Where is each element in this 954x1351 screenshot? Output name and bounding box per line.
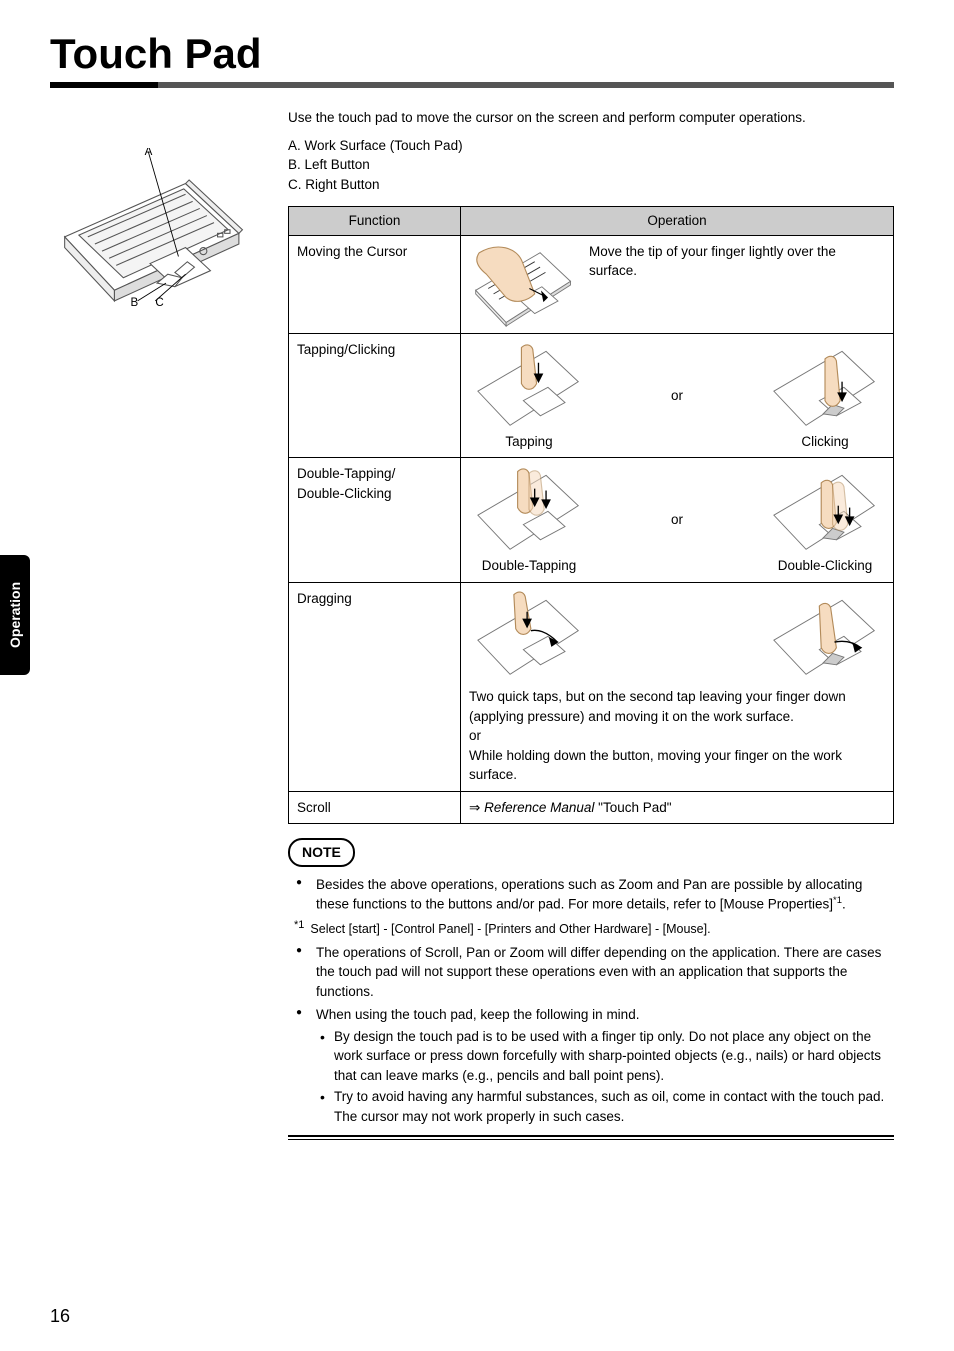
fn-text: Select [start] - [Control Panel] - [Prin…: [310, 922, 710, 936]
cell-op-scroll: ⇒ Reference Manual "Touch Pad": [461, 791, 894, 824]
note3b: Try to avoid having any harmful substanc…: [334, 1087, 894, 1126]
desc-drag: Two quick taps, but on the second tap le…: [469, 687, 885, 785]
foot-line-thin: [288, 1139, 894, 1140]
note-badge: NOTE: [288, 838, 355, 866]
label-tapping: Tapping: [469, 432, 589, 452]
abc-b: B. Left Button: [288, 155, 894, 175]
cell-op-move: Move the tip of your finger lightly over…: [461, 235, 894, 333]
note1-post: .: [842, 897, 846, 912]
thumb-move-icon: [469, 242, 579, 327]
note1-sup: *1: [833, 895, 842, 906]
abc-c: C. Right Button: [288, 175, 894, 195]
note-item-1: Besides the above operations, operations…: [316, 875, 894, 915]
label-clicking: Clicking: [765, 432, 885, 452]
note3a: By design the touch pad is to be used wi…: [334, 1027, 894, 1086]
thumb-tapping-icon: [469, 340, 589, 430]
note-item-2: The operations of Scroll, Pan or Zoom wi…: [316, 943, 894, 1002]
arrow-icon: ⇒: [469, 800, 480, 815]
title-underline-accent: [50, 82, 158, 88]
page-number: 16: [50, 1306, 70, 1327]
cell-func-move: Moving the Cursor: [289, 235, 461, 333]
diagram-label-b: B: [130, 297, 138, 308]
notes-list: Besides the above operations, operations…: [288, 875, 894, 1127]
operations-table: Function Operation Moving the Cursor: [288, 206, 894, 824]
cell-op-double: Double-Tapping or: [461, 458, 894, 583]
th-operation: Operation: [461, 207, 894, 236]
laptop-diagram: A B C: [50, 148, 270, 313]
title-underline: [50, 82, 894, 88]
table-row: Tapping/Clicking: [289, 333, 894, 458]
side-tab-operation: Operation: [0, 555, 30, 675]
cell-func-drag: Dragging: [289, 582, 461, 791]
thumb-double-tapping-icon: [469, 464, 589, 554]
thumb-double-clicking-icon: [765, 464, 885, 554]
note1-pre: Besides the above operations, operations…: [316, 877, 862, 912]
abc-list: A. Work Surface (Touch Pad) B. Left Butt…: [288, 136, 894, 195]
diagram-label-a: A: [145, 148, 153, 158]
table-row: Double-Tapping/ Double-Clicking: [289, 458, 894, 583]
thumb-drag-tap-icon: [469, 589, 589, 679]
label-double-tapping: Double-Tapping: [469, 556, 589, 576]
table-row: Moving the Cursor: [289, 235, 894, 333]
thumb-clicking-icon: [765, 340, 885, 430]
ref-manual: Reference Manual: [484, 800, 594, 815]
label-double-clicking: Double-Clicking: [765, 556, 885, 576]
thumb-drag-button-icon: [765, 589, 885, 679]
cell-op-drag: Two quick taps, but on the second tap le…: [461, 582, 894, 791]
th-function: Function: [289, 207, 461, 236]
ref-tail: "Touch Pad": [594, 800, 671, 815]
note-item-3: When using the touch pad, keep the follo…: [316, 1005, 894, 1126]
desc-move: Move the tip of your finger lightly over…: [589, 242, 885, 281]
foot-line-thick: [288, 1135, 894, 1137]
diagram-label-c: C: [155, 297, 163, 308]
page-title: Touch Pad: [50, 30, 894, 78]
intro-text: Use the touch pad to move the cursor on …: [288, 108, 894, 128]
table-row: Dragging: [289, 582, 894, 791]
note3-sublist: By design the touch pad is to be used wi…: [316, 1027, 894, 1127]
cell-func-double: Double-Tapping/ Double-Clicking: [289, 458, 461, 583]
note3-text: When using the touch pad, keep the follo…: [316, 1007, 639, 1022]
table-row: Scroll ⇒ Reference Manual "Touch Pad": [289, 791, 894, 824]
fn-label: *1: [294, 919, 304, 931]
or-tap: or: [671, 386, 683, 406]
cell-op-tap: Tapping or: [461, 333, 894, 458]
or-double: or: [671, 510, 683, 530]
footnote-1: *1 Select [start] - [Control Panel] - [Pr…: [294, 918, 894, 938]
cell-func-tap: Tapping/Clicking: [289, 333, 461, 458]
abc-a: A. Work Surface (Touch Pad): [288, 136, 894, 156]
cell-func-scroll: Scroll: [289, 791, 461, 824]
